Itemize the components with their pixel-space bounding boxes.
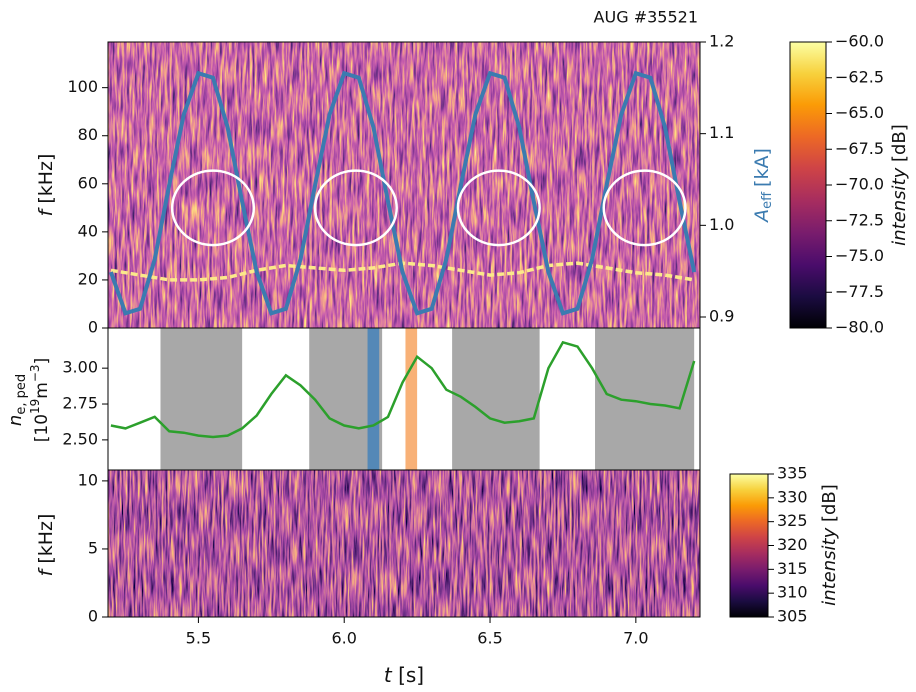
y-tick-label: 2.75: [62, 394, 98, 413]
colorbar-tick-label: −62.5: [835, 67, 884, 86]
x-tick-label: 6.5: [477, 629, 502, 648]
unit-symbol: m: [32, 382, 52, 399]
y-tick-label: 0: [88, 607, 98, 626]
y-label-symbol: n: [5, 415, 26, 426]
y2-label-subscript: eff: [760, 191, 775, 209]
y-label-symbol: f: [35, 206, 57, 216]
colorbar-label-unit: [dB]: [889, 124, 910, 162]
x-label-symbol: t: [384, 663, 393, 687]
colorbar-tick-label: −72.5: [835, 210, 884, 229]
unit-exponent: −3: [28, 364, 42, 382]
annotation-ellipse: [170, 169, 256, 247]
colorbar-label: intensity [dB]: [889, 124, 910, 246]
y-tick-label: 3.00: [62, 358, 98, 377]
y2-tick-label: 1.1: [709, 123, 734, 142]
spectrogram: [108, 470, 700, 617]
colorbar-tick-label: 305: [777, 607, 808, 626]
x-label-unit: [s]: [398, 663, 424, 687]
shaded-band: [405, 328, 418, 470]
y2-tick-label: 0.9: [709, 307, 734, 326]
y-tick-label: 20: [78, 269, 98, 288]
colorbar-tick-label: −67.5: [835, 139, 884, 158]
y2-label: Aeff [kA]: [751, 148, 775, 224]
line: [109, 70, 697, 316]
line: [110, 340, 696, 439]
y-tick-label: 40: [78, 221, 98, 240]
panel-frame: [107, 469, 701, 618]
colorbar-tick-label: −75.0: [835, 246, 884, 265]
annotation-ellipse: [602, 169, 687, 247]
y-label-unit: [kHz]: [35, 514, 57, 564]
colorbar-tick-label: −77.5: [835, 282, 884, 301]
y-label-symbol: f: [35, 566, 57, 576]
colorbar-tick-label: 325: [777, 511, 808, 530]
y-label-unit: [1019m−3]: [28, 358, 53, 442]
x-tick-label: 5.5: [186, 629, 211, 648]
colorbar-label: intensity [dB]: [819, 484, 840, 606]
y-tick-label: 60: [78, 173, 98, 192]
y-tick-label: 0: [88, 318, 98, 337]
unit-close: ]: [32, 358, 52, 365]
y-label: f [kHz]: [35, 514, 57, 577]
y-tick-label: 10: [78, 470, 98, 489]
annotation-ellipse: [456, 169, 541, 247]
unit-open: [10: [32, 414, 52, 442]
y-label-subscript: e, ped: [14, 374, 29, 415]
colorbar-tick-label: 310: [777, 583, 808, 602]
shaded-band: [452, 328, 540, 470]
y-label: f [kHz]: [35, 154, 57, 217]
x-label: t [s]: [384, 663, 424, 687]
y2-label-unit: [kA]: [751, 148, 773, 187]
colorbar-tick-label: 335: [777, 464, 808, 483]
colorbar-label-unit: [dB]: [819, 484, 840, 522]
colorbar-label-text: intensity: [819, 527, 840, 605]
colorbar-tick-label: 330: [777, 487, 808, 506]
colorbar-tick-label: −65.0: [835, 103, 884, 122]
x-tick-label: 7.0: [623, 629, 648, 648]
y-label-unit: [kHz]: [35, 154, 57, 204]
y2-tick-label: 1.0: [709, 215, 734, 234]
y-tick-label: 2.50: [62, 429, 98, 448]
header: AUG #35521: [594, 8, 698, 27]
shaded-band: [367, 328, 380, 470]
colorbar-tick-label: −80.0: [835, 318, 884, 337]
y-tick-label: 5: [88, 538, 98, 557]
colorbar-tick-label: 315: [777, 559, 808, 578]
colorbar: [789, 41, 827, 329]
colorbar-tick-label: −60.0: [835, 32, 884, 51]
annotation-ellipse: [313, 169, 398, 247]
colorbar: [729, 473, 769, 618]
colorbar-tick-label: 320: [777, 535, 808, 554]
y-tick-label: 80: [78, 125, 98, 144]
colorbar-tick-label: −70.0: [835, 175, 884, 194]
y-label: ne, ped: [5, 374, 29, 426]
colorbar-label-text: intensity: [889, 167, 910, 245]
y-tick-label: 100: [67, 77, 98, 96]
shaded-band: [160, 328, 243, 470]
y2-label-symbol: A: [751, 209, 773, 224]
x-tick-label: 6.0: [331, 629, 356, 648]
shaded-band: [595, 328, 695, 470]
y2-tick-label: 1.2: [709, 32, 734, 51]
unit-exponent: 19: [28, 399, 42, 414]
